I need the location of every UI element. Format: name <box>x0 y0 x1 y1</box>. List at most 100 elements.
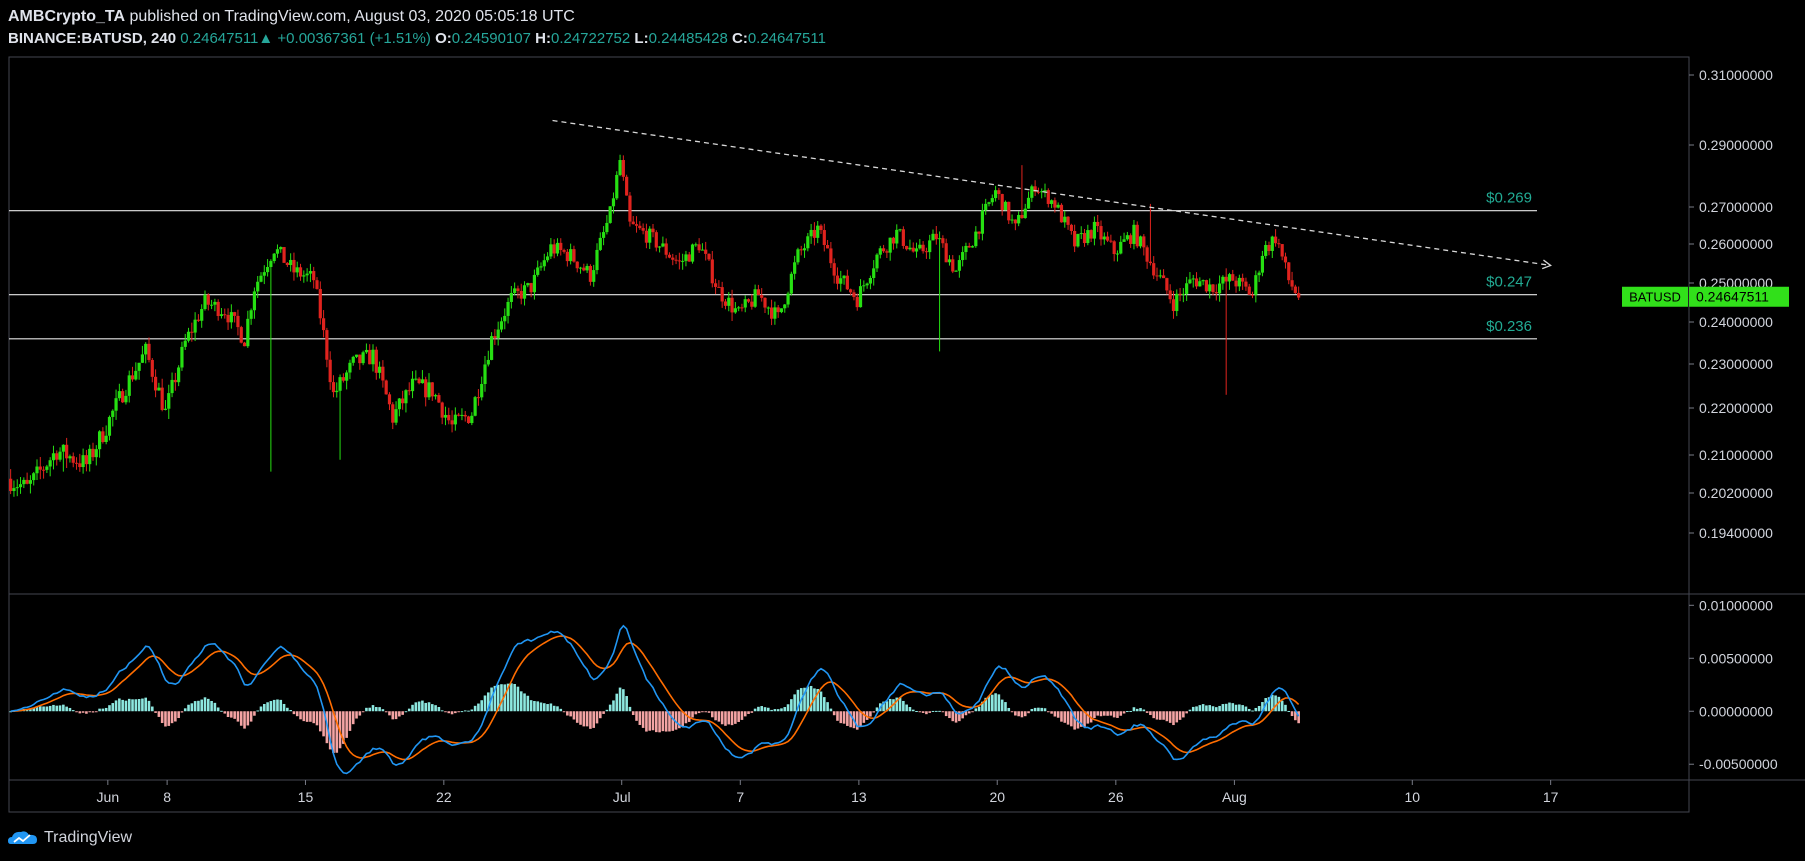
candle-body <box>1178 293 1182 295</box>
macd-line <box>10 624 1300 775</box>
histogram-bar <box>398 711 401 717</box>
histogram-bar <box>414 702 418 712</box>
candle-body <box>1112 241 1116 255</box>
histogram-bar <box>226 711 230 718</box>
candle-body <box>252 291 257 311</box>
candle-body <box>196 319 201 321</box>
candle-body <box>397 398 401 410</box>
histogram-bar <box>658 711 661 733</box>
histogram-bar <box>78 711 82 714</box>
candle-body <box>1020 215 1024 219</box>
candle-body <box>519 290 523 299</box>
candle-body <box>1099 226 1103 240</box>
candle-body <box>335 390 339 393</box>
histogram-bar <box>865 711 869 720</box>
candle-body <box>289 259 293 266</box>
candle-body <box>634 224 639 226</box>
candle-body <box>1010 219 1014 221</box>
candle-body <box>325 330 329 360</box>
candle-body <box>354 354 359 357</box>
candle-body <box>1194 278 1199 287</box>
histogram-bar <box>579 711 582 725</box>
candle-body <box>1267 244 1271 251</box>
histogram-bar <box>1070 711 1073 727</box>
candle-body <box>1046 190 1050 204</box>
candle-body <box>908 247 912 250</box>
histogram-bar <box>770 709 773 712</box>
candle-body <box>1208 284 1212 292</box>
candle-body <box>499 321 504 330</box>
histogram-bar <box>1083 711 1086 727</box>
histogram-bar <box>503 684 507 712</box>
histogram-bar <box>174 711 177 722</box>
candle-body <box>1033 186 1037 192</box>
candle-body <box>569 249 573 262</box>
candle-body <box>1260 255 1265 273</box>
candle-body <box>1155 275 1159 277</box>
candle-body <box>18 484 23 488</box>
up-arrow-icon: ▲ <box>258 30 274 47</box>
candle-body <box>1161 275 1166 279</box>
histogram-bar <box>81 711 85 713</box>
histogram-bar <box>552 705 556 712</box>
trendline[interactable] <box>552 119 1552 270</box>
candle-body <box>687 254 691 262</box>
histogram-bar <box>1208 705 1212 712</box>
histogram-bar <box>1182 711 1185 718</box>
histogram-bar <box>1023 711 1027 717</box>
histogram-bar <box>724 711 727 726</box>
candle-body <box>147 343 151 360</box>
candle-body <box>121 391 125 403</box>
histogram-bar <box>1112 711 1116 718</box>
price-tick-label: 0.27000000 <box>1699 199 1773 215</box>
candle-body <box>308 271 313 274</box>
histogram-bar <box>1139 708 1142 712</box>
candle-body <box>341 377 345 381</box>
candle-body <box>206 294 210 305</box>
candle-body <box>447 414 451 421</box>
publisher-name[interactable]: AMBCrypto_TA <box>8 8 126 25</box>
price-pane[interactable]: $0.269 $0.247 $0.236 <box>9 119 1552 497</box>
candle-body <box>55 453 59 460</box>
histogram-bar <box>154 711 157 713</box>
candle-body <box>681 260 685 262</box>
histogram-bar <box>806 686 810 712</box>
candle-body <box>249 310 253 319</box>
candle-body <box>269 261 273 267</box>
price-axis[interactable]: 0.31000000 0.29000000 0.27000000 0.26000000… <box>1689 67 1773 541</box>
histogram-bar <box>262 703 266 712</box>
histogram-bar <box>1109 711 1113 716</box>
histogram-bar <box>648 711 652 731</box>
histogram-bar <box>121 699 124 712</box>
price-tick-label: 0.21000000 <box>1699 447 1773 463</box>
candle-body <box>509 292 513 302</box>
histogram-bar <box>727 711 731 725</box>
time-axis[interactable]: Jun 8 15 22 Jul 7 13 20 26 Aug 10 17 <box>97 780 1559 805</box>
macd-pane[interactable] <box>9 624 1300 775</box>
candle-body <box>582 267 586 271</box>
histogram-bar <box>931 710 935 712</box>
candle-body <box>1142 236 1146 248</box>
candle-body <box>387 394 392 405</box>
candle-body <box>443 414 448 418</box>
candle-body <box>226 314 230 323</box>
candle-body <box>150 359 154 377</box>
candle-body <box>1224 276 1228 282</box>
histogram-bar <box>127 698 131 712</box>
histogram-bar <box>45 706 49 712</box>
candle-body <box>704 249 708 254</box>
candle-body <box>529 283 533 293</box>
candle-body <box>832 263 836 276</box>
footer-brand[interactable]: TradingView <box>8 826 132 850</box>
histogram-bar <box>612 700 615 712</box>
histogram-bar <box>602 711 605 714</box>
histogram-bar <box>170 711 174 724</box>
histogram-bar <box>75 711 78 713</box>
macd-axis[interactable]: 0.01000000 0.00500000 0.00000000 -0.0050000… <box>1689 597 1778 772</box>
candle-body <box>918 244 922 249</box>
candle-body <box>937 238 942 240</box>
candle-body <box>1290 280 1294 287</box>
candle-body <box>476 397 481 399</box>
candle-body <box>35 466 39 474</box>
